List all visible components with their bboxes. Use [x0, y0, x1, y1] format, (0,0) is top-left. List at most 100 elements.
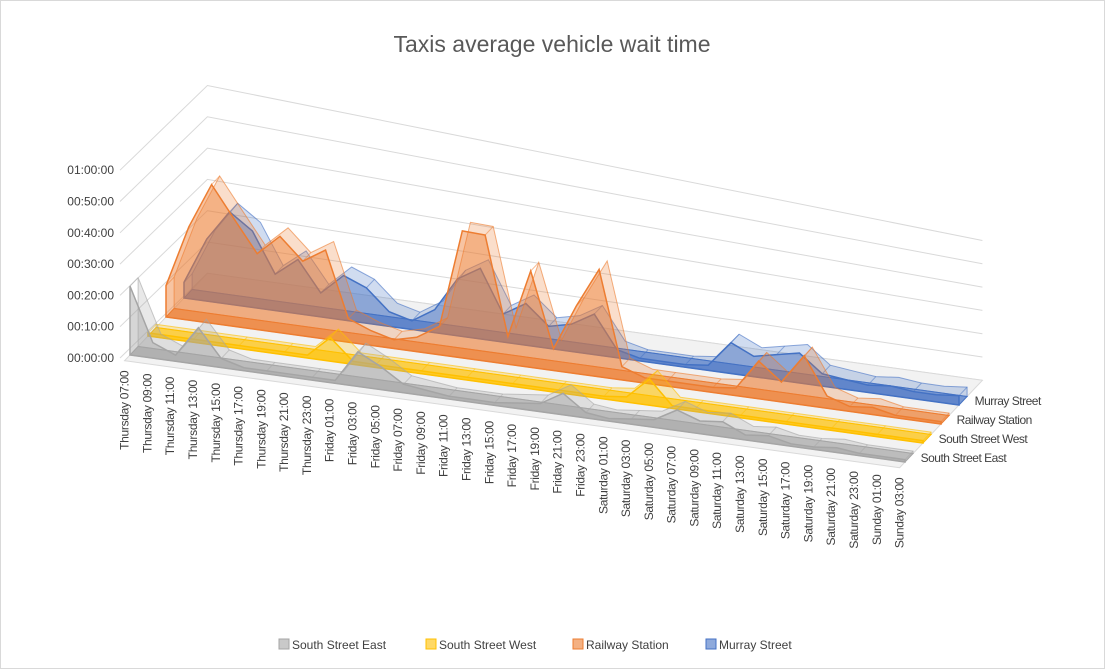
x-tick-label: Saturday 13:00 [733, 455, 747, 533]
series-edge [347, 309, 357, 319]
series-edge [685, 355, 694, 365]
y-tick-label: 00:00:00 [67, 351, 114, 365]
x-tick-label: Saturday 11:00 [710, 452, 724, 529]
x-tick-label: Friday 23:00 [573, 433, 587, 497]
series-edge [302, 252, 312, 262]
x-tick-label: Thursday 09:00 [140, 373, 154, 453]
x-tick-label: Thursday 13:00 [186, 380, 200, 460]
x-tick-label: Saturday 09:00 [687, 449, 701, 527]
series-edge [439, 317, 448, 327]
series-edge [813, 438, 823, 448]
legend-label: South Street East [292, 638, 387, 652]
y-tick-label: 00:30:00 [67, 257, 114, 271]
series-edge [147, 323, 157, 334]
series-edge [639, 349, 649, 359]
series-edge [603, 387, 613, 397]
legend-swatch [425, 638, 437, 650]
series-area [165, 183, 942, 425]
x-tick-label: Saturday 23:00 [847, 471, 861, 549]
x-tick-label: Thursday 15:00 [209, 383, 223, 463]
series-edge [913, 382, 922, 392]
x-tick-label: Friday 07:00 [391, 408, 405, 472]
y-tick-label: 00:10:00 [67, 320, 114, 334]
series-label: South Street East [921, 451, 1008, 465]
x-tick-label: Thursday 21:00 [277, 392, 291, 472]
series-edge [457, 269, 466, 280]
legend-label: Railway Station [586, 638, 669, 652]
series-edge [411, 311, 421, 322]
x-tick-label: Saturday 15:00 [756, 458, 770, 536]
series-edge [904, 450, 914, 461]
series-edge [421, 362, 430, 372]
y-tick-label: 00:50:00 [67, 195, 114, 209]
series-edge [274, 265, 284, 275]
series-edge [266, 361, 276, 372]
series-edge [502, 305, 512, 315]
x-tick-label: Friday 17:00 [505, 424, 519, 488]
series-edge [211, 175, 221, 185]
legend-swatch [705, 638, 717, 650]
grid-line [119, 241, 983, 358]
series-edge [877, 425, 886, 435]
series-edge [758, 352, 768, 362]
series-edge [256, 244, 266, 255]
series-edge [722, 412, 732, 423]
series-edge [539, 394, 549, 404]
y-tick-label: 01:00:00 [67, 163, 114, 177]
series-edge [593, 305, 603, 315]
series-edge [575, 297, 585, 307]
x-tick-label: Saturday 19:00 [801, 464, 815, 542]
legend-label: Murray Street [719, 638, 792, 652]
x-tick-label: Sunday 01:00 [870, 474, 884, 545]
series-edge [229, 202, 239, 213]
series-edge [940, 412, 950, 423]
x-tick-label: Thursday 19:00 [254, 389, 268, 469]
series-edge [183, 273, 193, 283]
legend-label: South Street West [439, 638, 537, 652]
series-edge [585, 403, 595, 413]
x-tick-label: Friday 19:00 [528, 427, 542, 491]
series-edge [667, 372, 676, 382]
grid-line [119, 84, 983, 241]
y-tick-label: 00:20:00 [67, 288, 114, 302]
grid-line [119, 210, 983, 335]
series-edge [821, 364, 831, 375]
series-edge [129, 277, 139, 287]
chart-title: Taxis average vehicle wait time [393, 31, 710, 57]
series-edge [284, 342, 294, 353]
series-edge [512, 374, 522, 384]
grid-line [119, 147, 983, 288]
series-edge [311, 368, 321, 378]
series-edge [557, 381, 567, 391]
series-edge [767, 426, 777, 437]
series-edge [958, 386, 968, 397]
series-edge [329, 328, 339, 338]
series-edge [175, 346, 185, 356]
series-edge [776, 345, 786, 355]
x-tick-label: Saturday 05:00 [642, 442, 656, 520]
x-tick-label: Friday 03:00 [346, 402, 360, 466]
series-edge [494, 393, 504, 403]
x-tick-label: Saturday 03:00 [619, 439, 633, 517]
series-edge [193, 330, 203, 340]
series-edge [895, 406, 904, 416]
series-edge [803, 346, 813, 357]
series-edge [403, 375, 412, 385]
x-tick-label: Saturday 17:00 [779, 461, 793, 539]
series-area [183, 210, 960, 406]
x-tick-label: Thursday 17:00 [232, 386, 246, 466]
series-edge [831, 419, 841, 429]
series-edge [730, 333, 740, 344]
series-edge [357, 342, 367, 353]
x-tick-label: Thursday 07:00 [118, 370, 132, 450]
series-edge [859, 444, 868, 454]
series-area [129, 285, 906, 463]
series [182, 202, 969, 406]
series-edge [165, 276, 175, 287]
series-edge [466, 368, 476, 378]
series [128, 277, 915, 463]
x-tick-label: Friday 13:00 [460, 417, 474, 481]
series-edge [676, 401, 686, 411]
x-tick-label: Saturday 01:00 [596, 436, 610, 514]
